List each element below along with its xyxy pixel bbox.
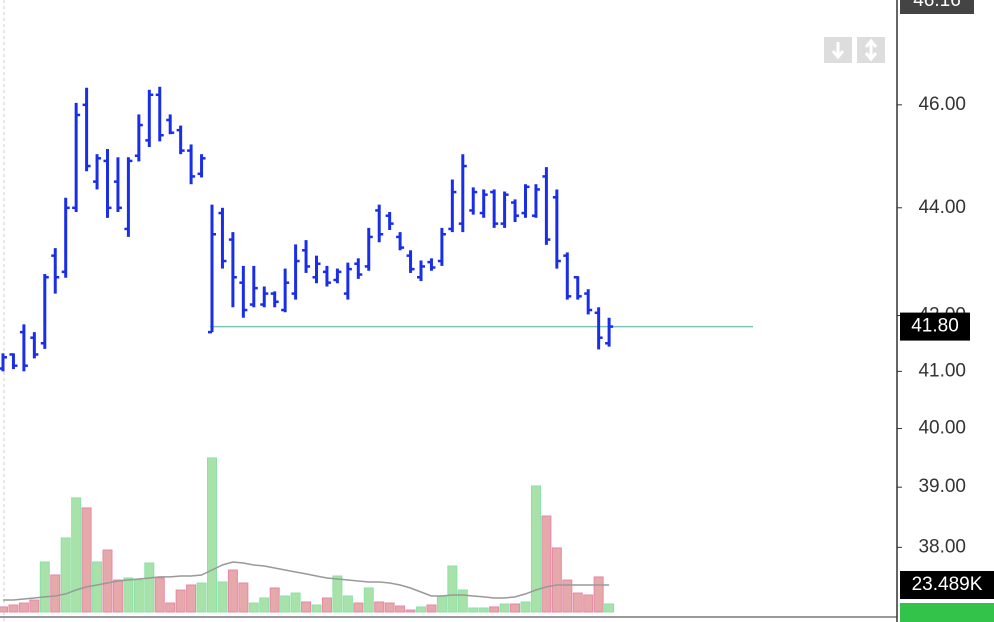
high-label: 46.16 — [913, 0, 961, 11]
volume-bar — [551, 547, 562, 613]
volume-bar — [583, 594, 594, 613]
last-price-label: 41.80 — [911, 316, 959, 337]
volume-bar — [196, 582, 207, 613]
volume-bar — [290, 592, 301, 613]
volume-bar — [447, 565, 458, 613]
volume-bar — [92, 561, 103, 613]
volume-bar — [468, 607, 479, 613]
volume-bar — [71, 497, 82, 613]
volume-box — [900, 603, 994, 622]
volume-bar — [363, 587, 374, 613]
volume-bar — [18, 602, 29, 613]
volume-ma-label: 23.489K — [912, 574, 983, 595]
volume-bar — [112, 579, 123, 613]
volume-bar — [530, 485, 541, 613]
volume-bar — [562, 579, 573, 613]
volume-bar — [50, 574, 61, 613]
volume-bar — [39, 561, 50, 613]
high-box — [900, 0, 974, 14]
volume-bar — [0, 606, 8, 613]
volume-bar — [123, 577, 134, 613]
volume-bar — [165, 602, 176, 613]
volume-bar — [217, 581, 228, 613]
volume-bar — [60, 537, 71, 613]
scroll-down-button[interactable] — [824, 37, 852, 63]
volume-bar — [311, 604, 322, 613]
volume-bar — [259, 597, 270, 613]
y-tick-label: 41.00 — [918, 360, 966, 381]
volume-bar — [81, 507, 92, 613]
y-tick-label: 39.00 — [918, 476, 966, 497]
last-price-box — [900, 312, 970, 341]
volume-bar — [436, 595, 447, 613]
volume-bar — [8, 604, 19, 613]
volume-bar — [133, 579, 144, 613]
volume-bar — [478, 607, 489, 613]
volume-bar — [301, 601, 312, 613]
volume-bar — [541, 515, 552, 613]
volume-bar — [572, 592, 583, 613]
volume-bar — [489, 606, 500, 613]
volume-bar — [29, 599, 40, 613]
volume-bar — [186, 584, 197, 613]
arrow-icon — [864, 38, 878, 62]
volume-bar — [416, 606, 426, 613]
volume-bar — [238, 582, 249, 613]
volume-bar — [102, 549, 113, 613]
volume-bar — [154, 577, 165, 613]
volume-bar — [269, 587, 280, 613]
y-tick-label: 46.00 — [918, 94, 966, 115]
volume-bar — [405, 609, 416, 613]
volume-bar — [227, 569, 238, 613]
volume-bar — [426, 604, 437, 613]
volume-ma-line — [3, 561, 610, 601]
y-tick-label: 44.00 — [918, 197, 966, 218]
volume-bar — [280, 595, 291, 613]
volume-bar — [395, 605, 406, 613]
volume-bar — [175, 589, 186, 613]
volume-bar — [457, 589, 468, 613]
arrow-icon — [831, 42, 845, 60]
volume-bar — [248, 602, 259, 613]
volume-bar — [593, 576, 604, 613]
volume-bar — [321, 597, 332, 613]
volume-bar — [510, 603, 521, 613]
volume-bar — [374, 601, 385, 613]
volume-bar — [207, 457, 217, 613]
volume-bar — [384, 602, 395, 613]
volume-ma-box — [900, 570, 994, 599]
volume-bar — [604, 603, 615, 613]
volume-bar — [342, 595, 353, 613]
y-tick-label: 40.00 — [918, 418, 966, 439]
volume-bar — [499, 603, 510, 613]
volume-bar — [353, 602, 364, 613]
volume-bar — [520, 601, 531, 613]
volume-bar — [332, 575, 343, 613]
y-tick-label: 38.00 — [918, 536, 966, 557]
volume-bar — [144, 562, 155, 613]
expand-button[interactable] — [857, 37, 885, 63]
